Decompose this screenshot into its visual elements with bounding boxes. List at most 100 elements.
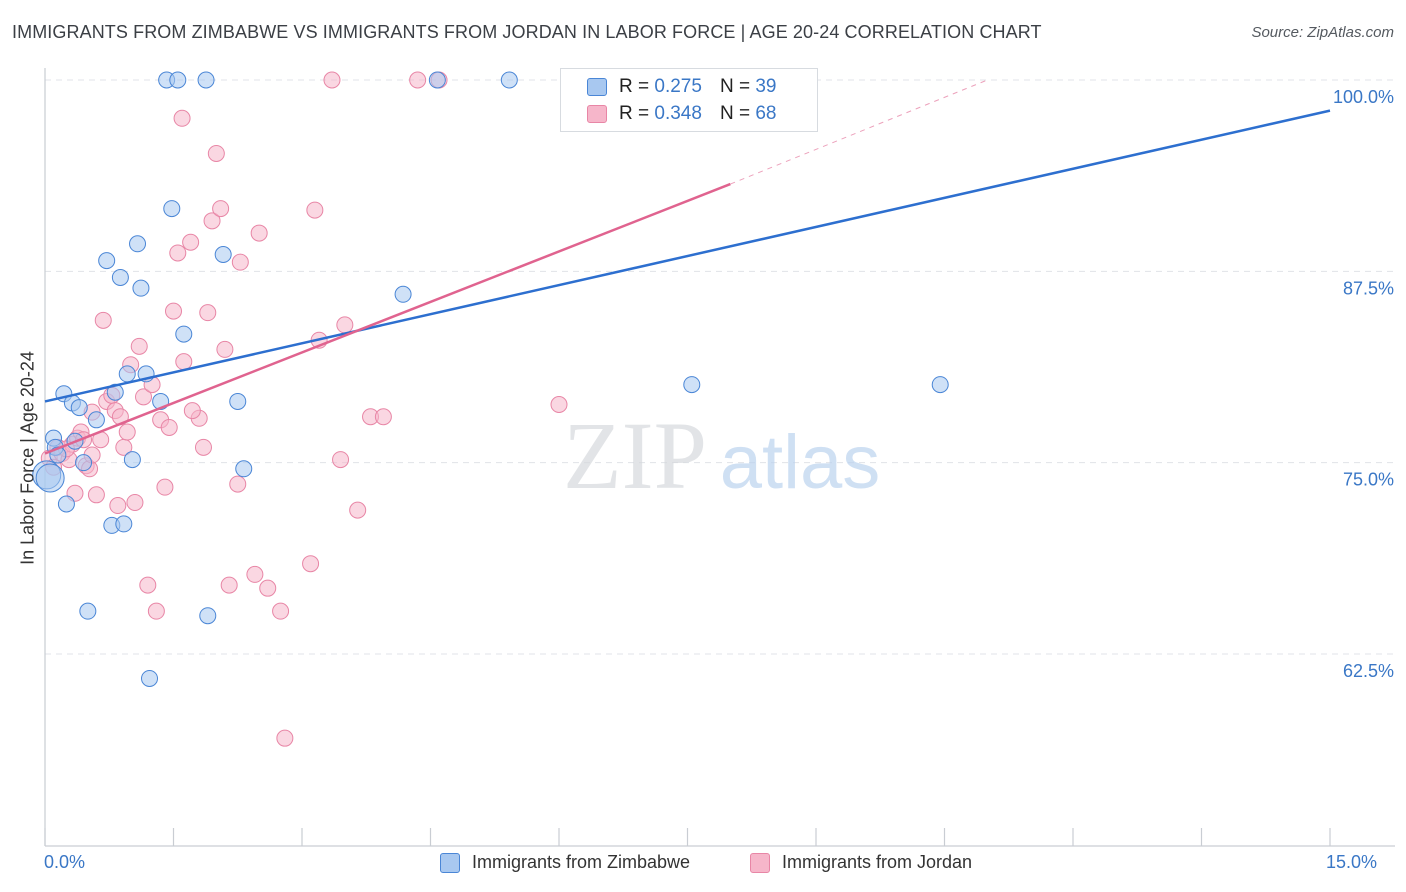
data-point-jordan [165,302,182,320]
data-point-zimbabwe [141,669,159,687]
data-point-jordan [336,316,354,334]
data-point-jordan [409,71,427,89]
data-point-zimbabwe [175,325,193,343]
legend-n-label: N = [719,103,751,124]
data-point-zimbabwe [106,383,124,401]
data-point-jordan [374,408,392,426]
data-point-jordan [259,579,277,597]
data-point-jordan [194,438,212,456]
bottom-legend-label-jordan: Immigrants from Jordan [782,852,973,872]
grid-lines [45,79,1395,655]
data-point-jordan [349,501,367,519]
bottom-legend-swatch-zimbabwe [440,852,460,873]
data-point-jordan [302,555,320,573]
data-point-jordan [126,493,144,511]
data-point-jordan [160,418,178,436]
legend-row-jordan: R = 0.348 N = 68 [587,102,776,126]
data-point-zimbabwe [87,411,105,429]
legend-r-jordan: 0.348 [654,103,702,124]
y-tick-label: 62.5% [1343,661,1394,681]
legend-n-zimbabwe: 39 [755,76,777,97]
data-point-jordan [183,402,201,420]
data-point-jordan [229,475,247,493]
data-point-jordan [216,340,234,358]
data-point-jordan [306,201,324,219]
data-point-zimbabwe [683,376,701,394]
y-tick-labels: 62.5% 75.0% 87.5% 100.0% [1333,87,1394,681]
x-tick-label-min: 0.0% [44,852,86,872]
data-point-zimbabwe [118,365,136,383]
data-point-zimbabwe [428,71,446,89]
data-point-jordan [173,109,191,127]
data-point-jordan [207,144,225,162]
data-point-jordan [87,486,105,504]
data-point-zimbabwe [500,71,518,89]
legend-swatch-jordan [587,105,607,123]
data-point-jordan [250,224,268,242]
trend-line-jordan [44,182,731,455]
bottom-legend-jordan: Immigrants from Jordan [750,852,972,873]
legend-r-label: R = [619,103,650,124]
data-point-jordan [199,304,217,322]
bottom-legend-swatch-jordan [750,852,770,873]
data-point-jordan [203,212,221,230]
trend-lines [44,79,1331,455]
legend-n-label: N = [719,76,751,97]
data-point-jordan [246,565,264,583]
data-point-jordan [130,337,148,355]
data-point-jordan [332,451,350,469]
data-point-zimbabwe [75,454,93,472]
data-point-jordan [220,576,238,594]
data-point-jordan [182,233,200,251]
data-point-zimbabwe [129,235,147,253]
data-point-jordan [156,478,174,496]
data-point-jordan [169,244,187,262]
trend-line-jordan-extension [730,79,988,185]
data-point-jordan [135,388,153,406]
data-point-zimbabwe [70,399,88,417]
data-point-zimbabwe [169,71,187,89]
series-jordan [40,71,568,747]
data-point-zimbabwe [394,285,412,303]
x-tick-label-max: 15.0% [1326,852,1378,872]
data-point-zimbabwe [57,495,75,513]
data-point-jordan [139,576,157,594]
data-point-zimbabwe [79,602,97,620]
trend-line-zimbabwe [44,109,1331,403]
data-point-jordan [276,729,294,747]
data-point-zimbabwe [931,376,949,394]
data-point-jordan [94,311,112,329]
source-label: Source: ZipAtlas.com [1251,24,1394,41]
data-point-jordan [147,602,165,620]
legend-r-label: R = [619,76,650,97]
bottom-legend-zimbabwe: Immigrants from Zimbabwe [440,852,690,873]
data-point-zimbabwe [123,451,141,469]
y-tick-label: 87.5% [1343,278,1394,298]
series-zimbabwe [32,71,949,687]
data-point-zimbabwe [98,252,116,270]
data-point-jordan [109,497,127,515]
data-point-zimbabwe [235,460,253,478]
data-point-zimbabwe [229,392,247,410]
data-point-zimbabwe [115,515,133,533]
y-tick-label: 75.0% [1343,470,1394,490]
data-point-jordan [175,353,193,371]
data-point-zimbabwe [111,268,129,286]
data-point-jordan [118,423,136,441]
data-point-zimbabwe [132,279,150,297]
data-point-zimbabwe [35,463,65,493]
data-point-jordan [212,200,230,218]
data-point-zimbabwe [214,245,232,263]
data-point-jordan [550,396,568,414]
data-point-jordan [323,71,341,89]
chart-title: IMMIGRANTS FROM ZIMBABWE VS IMMIGRANTS F… [12,22,1042,42]
watermark-atlas: atlas [720,420,881,505]
data-point-jordan [272,602,290,620]
legend-r-zimbabwe: 0.275 [654,76,702,97]
bottom-legend-label-zimbabwe: Immigrants from Zimbabwe [472,852,691,872]
legend-swatch-zimbabwe [587,78,607,96]
legend-row-zimbabwe: R = 0.275 N = 39 [587,75,776,99]
correlation-legend: R = 0.275 N = 39 R = 0.348 N = 68 [560,68,818,132]
data-point-zimbabwe [197,71,215,89]
